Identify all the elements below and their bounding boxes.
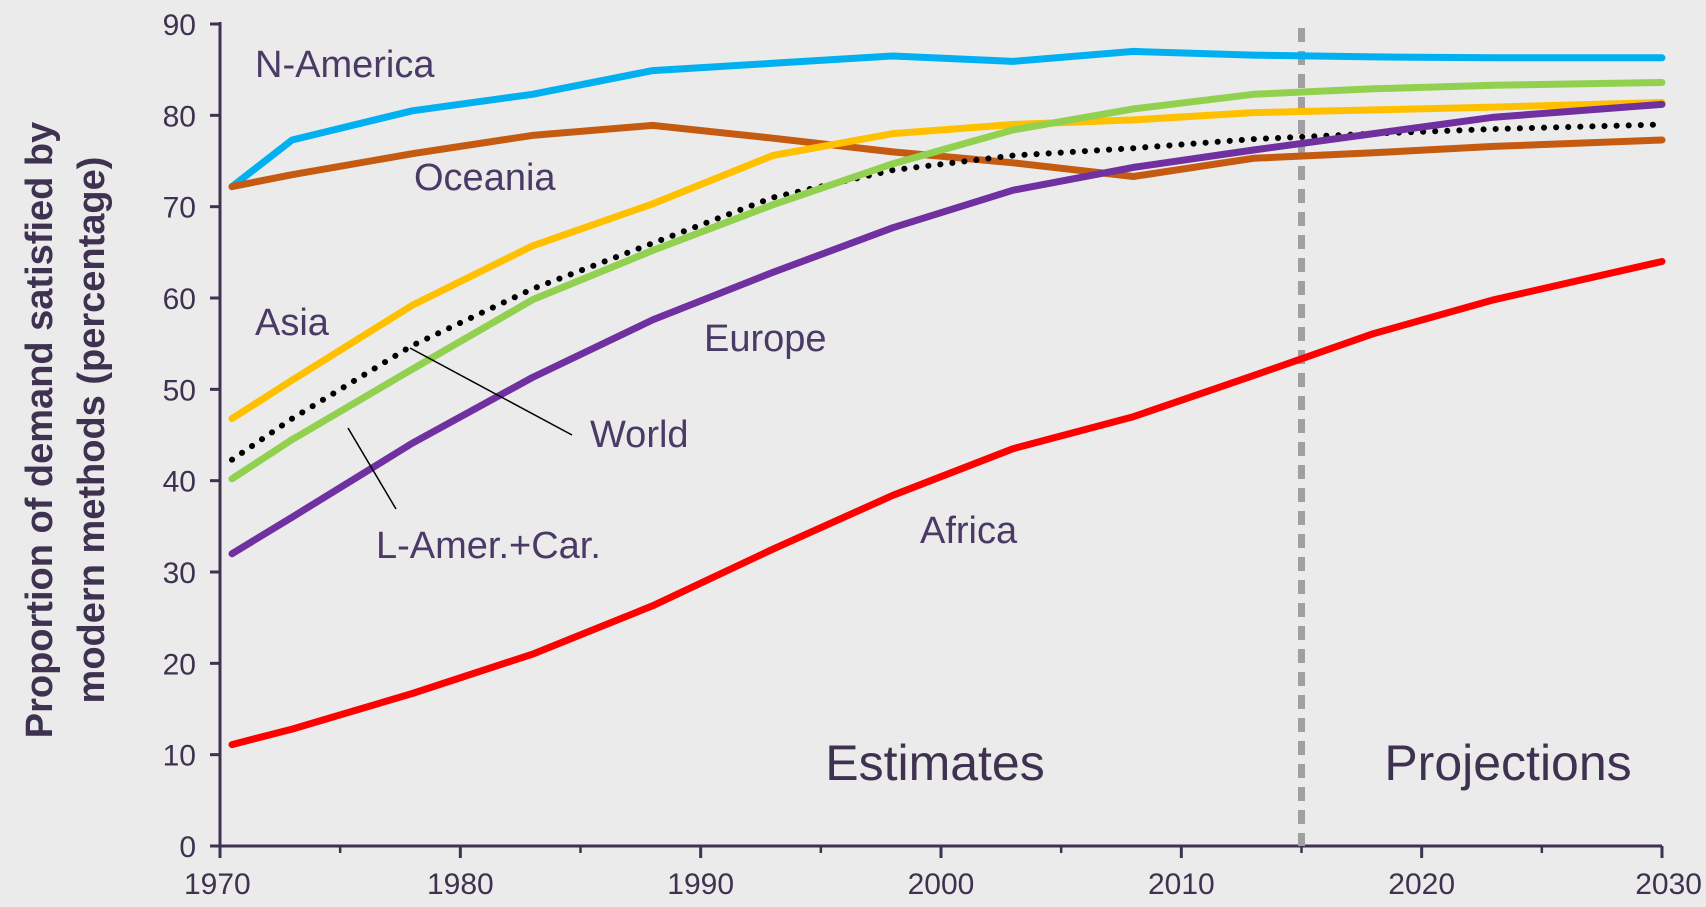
y-axis-title-line-1: Proportion of demand satisfied by <box>19 122 61 739</box>
x-tick-label: 2000 <box>908 868 975 901</box>
x-tick-label: 2010 <box>1148 868 1215 901</box>
x-tick-label: 2020 <box>1388 868 1455 901</box>
y-axis-title: Proportion of demand satisfied by modern… <box>19 122 113 739</box>
series-label-asia: Asia <box>255 302 330 344</box>
series-label-europe: Europe <box>704 318 827 360</box>
x-tick-label: 1990 <box>667 868 734 901</box>
y-axis-title-line-2: modern methods (percentage) <box>71 157 113 704</box>
x-tick-label: 1980 <box>427 868 494 901</box>
y-tick-label: 80 <box>163 100 196 133</box>
y-tick-label: 50 <box>163 374 196 407</box>
projections-label: Projections <box>1384 735 1631 791</box>
series-line-oceania <box>228 121 1666 191</box>
series-line-n-america <box>228 47 1666 191</box>
y-tick-label: 70 <box>163 192 196 225</box>
series-label-oceania: Oceania <box>414 157 556 199</box>
series-label-africa: Africa <box>920 510 1018 552</box>
series-line-africa <box>228 258 1666 749</box>
series-lines <box>228 47 1666 749</box>
series-line-europe <box>228 100 1666 558</box>
series-labels: N-America Oceania Asia World L-Amer.+Car… <box>255 44 1018 567</box>
y-tick-label: 90 <box>163 9 196 42</box>
series-line-l-amer-car <box>228 79 1666 483</box>
y-tick-label: 0 <box>179 831 196 864</box>
world-leader-line <box>409 347 573 436</box>
y-tick-label: 60 <box>163 283 196 316</box>
l-amer-car-leader-line <box>347 427 397 510</box>
series-line-asia <box>228 99 1666 423</box>
y-tick-label: 40 <box>163 466 196 499</box>
y-tick-label: 20 <box>163 648 196 681</box>
x-tick-label: 1970 <box>184 868 251 901</box>
region-labels: Estimates Projections <box>825 735 1631 791</box>
x-tick-label: 2030 <box>1635 868 1702 901</box>
series-label-l-amer-car: L-Amer.+Car. <box>376 525 601 567</box>
estimates-label: Estimates <box>825 735 1045 791</box>
y-tick-label: 10 <box>163 740 196 773</box>
y-tick-label: 30 <box>163 557 196 590</box>
series-label-world: World <box>590 414 689 456</box>
series-label-n-america: N-America <box>255 44 435 86</box>
